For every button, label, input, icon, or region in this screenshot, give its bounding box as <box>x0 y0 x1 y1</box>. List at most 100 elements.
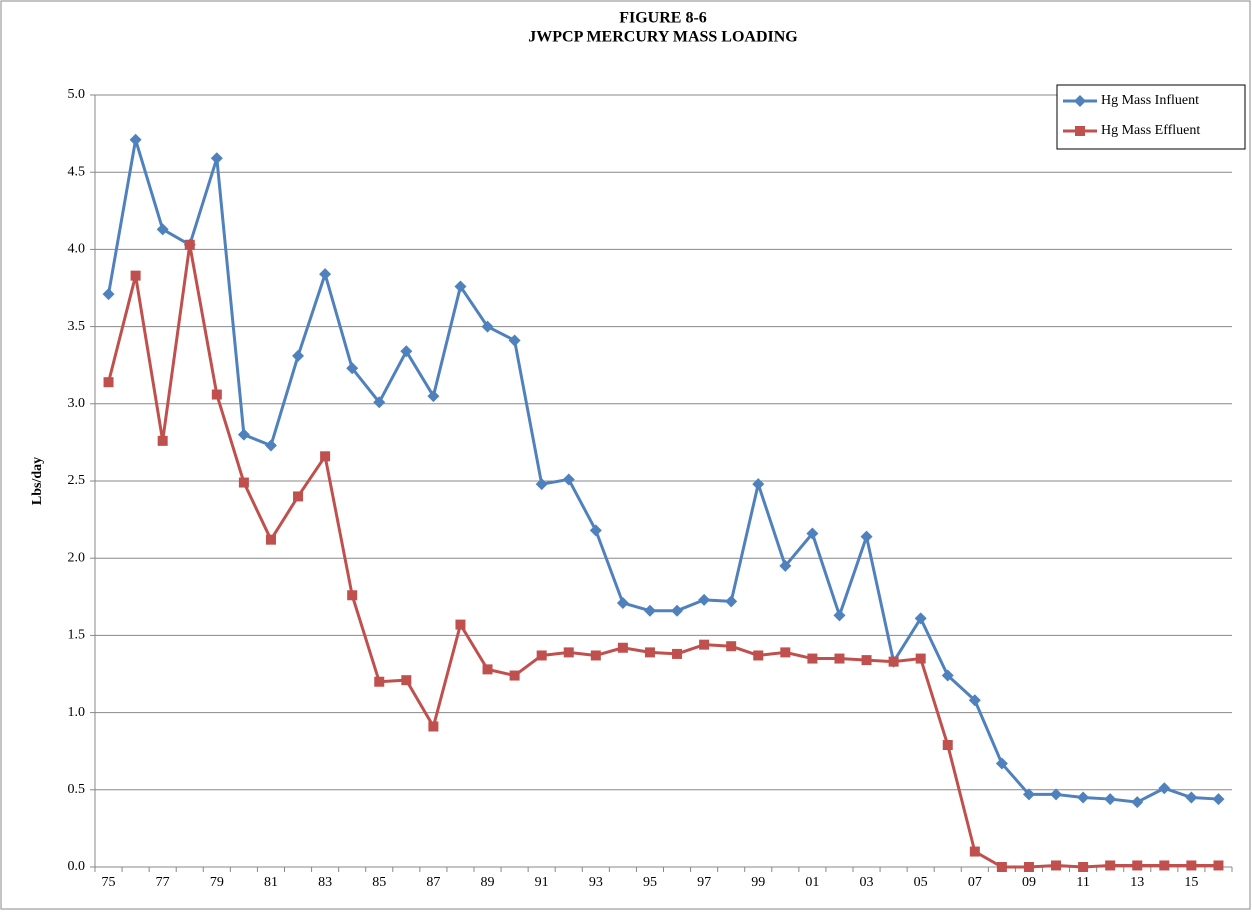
marker <box>238 477 249 488</box>
marker <box>861 655 872 666</box>
marker <box>833 609 846 622</box>
x-tick-label: 77 <box>156 875 170 890</box>
x-tick-label: 09 <box>1022 875 1036 890</box>
x-tick-label: 15 <box>1184 875 1198 890</box>
marker <box>562 473 575 486</box>
marker <box>237 428 250 441</box>
marker <box>293 491 304 502</box>
marker <box>1104 793 1117 806</box>
marker <box>1132 860 1143 871</box>
x-tick-label: 97 <box>697 875 711 890</box>
marker <box>563 647 574 658</box>
marker <box>210 152 223 165</box>
marker <box>264 439 277 452</box>
marker <box>806 527 819 540</box>
y-tick-label: 4.0 <box>68 242 86 257</box>
marker <box>996 862 1007 872</box>
x-tick-label: 99 <box>751 875 765 890</box>
marker <box>319 268 332 281</box>
marker <box>1023 862 1034 872</box>
y-tick-label: 1.0 <box>68 705 86 720</box>
marker <box>374 676 385 687</box>
y-tick-label: 0.5 <box>68 782 86 797</box>
marker <box>346 362 359 375</box>
marker <box>211 389 222 400</box>
marker <box>644 647 655 658</box>
marker <box>1185 791 1198 804</box>
y-tick-label: 4.5 <box>68 164 86 179</box>
marker <box>1075 126 1085 136</box>
x-tick-label: 05 <box>914 875 928 890</box>
marker <box>616 596 629 609</box>
marker <box>320 451 331 462</box>
y-tick-label: 2.5 <box>68 473 86 488</box>
x-tick-label: 01 <box>805 875 819 890</box>
marker <box>672 648 683 659</box>
marker <box>157 435 168 446</box>
marker <box>1131 796 1144 809</box>
marker <box>726 641 737 652</box>
marker <box>915 653 926 664</box>
y-tick-label: 2.0 <box>68 550 86 565</box>
x-tick-label: 75 <box>102 875 116 890</box>
marker <box>535 478 548 491</box>
x-tick-label: 13 <box>1130 875 1144 890</box>
marker <box>1159 860 1170 871</box>
marker <box>968 694 981 707</box>
marker <box>834 653 845 664</box>
marker <box>671 604 684 617</box>
marker <box>509 670 520 681</box>
marker <box>373 396 386 409</box>
marker <box>156 223 169 236</box>
y-tick-label: 3.5 <box>68 319 86 334</box>
x-tick-label: 89 <box>481 875 495 890</box>
marker <box>427 390 440 403</box>
marker <box>482 664 493 675</box>
x-tick-label: 85 <box>372 875 386 890</box>
marker <box>129 133 142 146</box>
marker <box>508 334 521 347</box>
marker <box>400 345 413 358</box>
marker <box>454 280 467 293</box>
x-tick-label: 95 <box>643 875 657 890</box>
marker <box>779 559 792 572</box>
x-tick-label: 79 <box>210 875 224 890</box>
x-tick-label: 91 <box>535 875 549 890</box>
marker <box>589 524 602 537</box>
marker <box>347 590 358 601</box>
marker <box>292 349 305 362</box>
marker <box>942 740 953 751</box>
x-tick-label: 07 <box>968 875 982 890</box>
marker <box>1074 95 1086 107</box>
marker <box>1105 860 1116 871</box>
marker <box>590 650 601 661</box>
y-tick-label: 5.0 <box>68 87 86 102</box>
marker <box>941 669 954 682</box>
marker <box>455 619 466 630</box>
chart-title: JWPCP MERCURY MASS LOADING <box>528 29 798 46</box>
marker <box>184 239 195 250</box>
marker <box>1213 860 1224 871</box>
x-tick-label: 93 <box>589 875 603 890</box>
marker <box>428 721 439 732</box>
marker <box>969 846 980 857</box>
marker <box>752 478 765 491</box>
marker <box>725 595 738 608</box>
legend-box <box>1056 84 1246 150</box>
marker <box>995 757 1008 770</box>
x-tick-label: 11 <box>1076 875 1089 890</box>
marker <box>102 288 115 301</box>
x-tick-label: 03 <box>860 875 874 890</box>
marker <box>401 675 412 686</box>
marker <box>1212 793 1225 806</box>
x-tick-label: 81 <box>264 875 278 890</box>
marker <box>1186 860 1197 871</box>
marker <box>1078 862 1089 872</box>
marker <box>1077 791 1090 804</box>
marker <box>265 534 276 545</box>
marker <box>698 593 711 606</box>
marker <box>753 650 764 661</box>
y-tick-label: 0.0 <box>68 859 86 874</box>
x-tick-label: 87 <box>426 875 440 890</box>
